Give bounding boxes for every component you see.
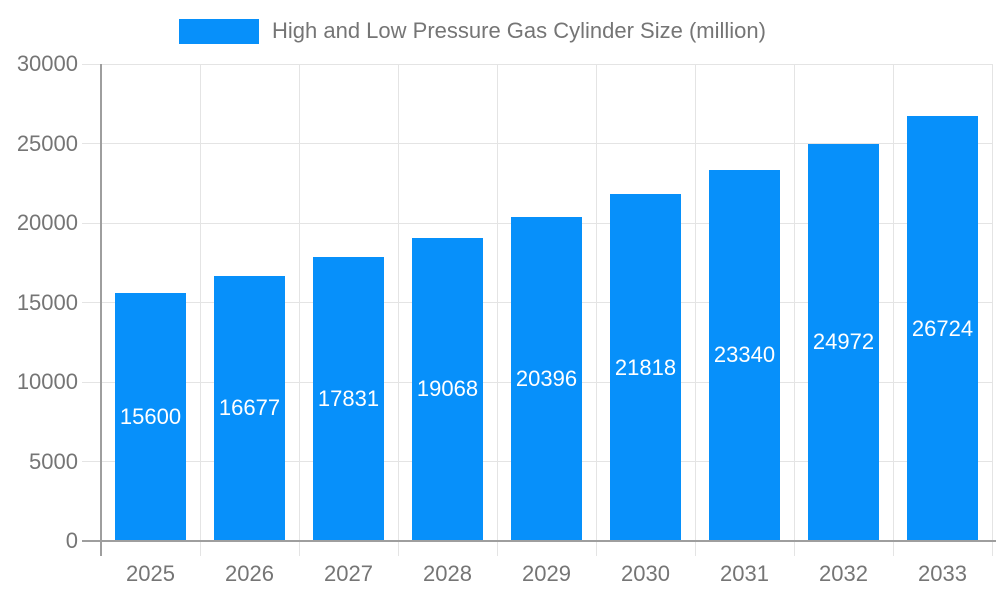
bar [610, 194, 681, 541]
v-gridline [793, 64, 795, 556]
bar-value-label: 23340 [713, 342, 776, 368]
bar-value-label: 20396 [515, 365, 578, 391]
bar-value-label: 15600 [119, 403, 182, 429]
v-gridline [694, 64, 696, 556]
bar-value-label: 21818 [614, 354, 677, 380]
bar [214, 275, 285, 541]
legend-label: High and Low Pressure Gas Cylinder Size … [272, 18, 766, 43]
v-gridline [199, 64, 201, 556]
x-axis-tick-label: 2029 [522, 561, 571, 586]
y-axis-tick-label: 10000 [16, 369, 78, 394]
x-axis-line [82, 540, 996, 542]
x-axis-tick-label: 2033 [918, 561, 967, 586]
bar [313, 257, 384, 541]
y-axis-tick-label: 5000 [29, 448, 78, 474]
y-axis-tick-label: 20000 [16, 210, 78, 235]
x-axis-tick-label: 2026 [225, 561, 274, 586]
x-axis-tick-label: 2030 [621, 561, 670, 586]
x-axis-tick-label: 2025 [126, 561, 175, 586]
bar-value-label: 16677 [218, 395, 281, 421]
bar-value-label: 17831 [317, 386, 380, 412]
y-axis-tick-label: 0 [65, 528, 78, 553]
chart-legend: High and Low Pressure Gas Cylinder Size … [179, 17, 766, 45]
y-axis-line [100, 64, 102, 556]
bar [808, 143, 879, 541]
bar [115, 292, 186, 541]
v-gridline [595, 64, 597, 556]
v-gridline [397, 64, 399, 556]
bar [511, 216, 582, 541]
bar [907, 116, 978, 541]
x-axis-tick-label: 2032 [819, 561, 868, 586]
bar [709, 169, 780, 541]
x-axis-tick-label: 2028 [423, 561, 472, 586]
bar-value-label: 24972 [812, 329, 875, 355]
x-axis-tick-label: 2031 [720, 561, 769, 586]
bar [412, 237, 483, 541]
v-gridline [892, 64, 894, 556]
v-gridline [298, 64, 300, 556]
h-gridline [82, 63, 992, 65]
y-axis-tick-label: 30000 [16, 51, 78, 76]
h-gridline [82, 143, 992, 144]
v-gridline [991, 64, 993, 556]
y-axis-tick-label: 15000 [16, 289, 78, 315]
legend-swatch [179, 18, 259, 44]
x-axis-tick-label: 2027 [324, 561, 373, 586]
bar-value-label: 19068 [416, 376, 479, 402]
bar-value-label: 26724 [911, 315, 974, 341]
v-gridline [496, 64, 498, 556]
y-axis-tick-label: 25000 [16, 130, 78, 156]
